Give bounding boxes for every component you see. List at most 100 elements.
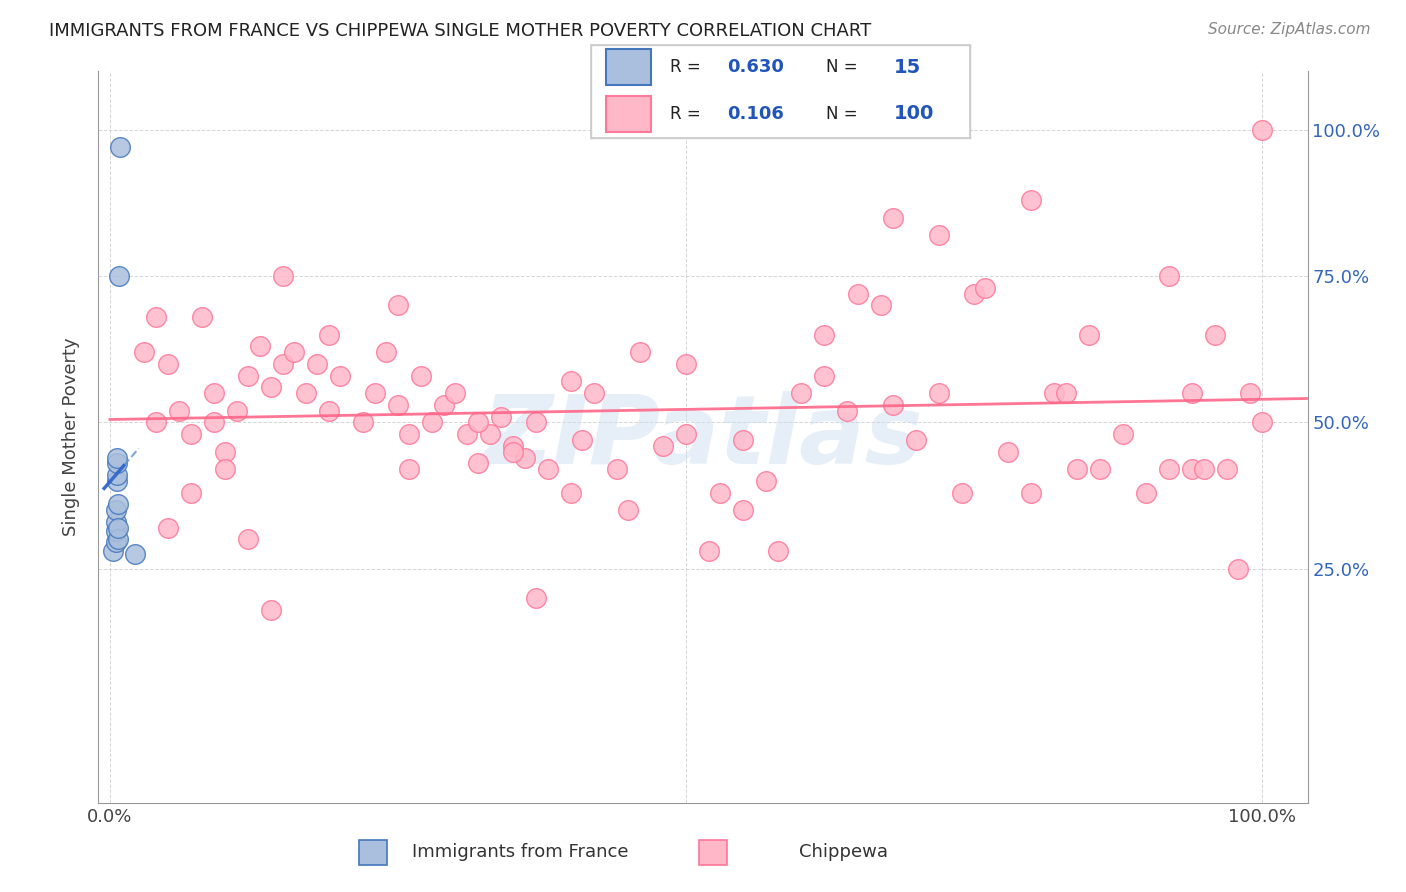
- Point: [214, 444, 236, 458]
- Point: [1250, 416, 1272, 430]
- Point: [478, 427, 501, 442]
- Point: [928, 228, 950, 243]
- Point: [606, 462, 628, 476]
- Point: [709, 485, 731, 500]
- Point: [628, 345, 651, 359]
- Text: ZIPatlas: ZIPatlas: [482, 391, 924, 483]
- Point: [560, 485, 582, 500]
- Point: [318, 403, 340, 417]
- Point: [582, 386, 605, 401]
- Point: [571, 433, 593, 447]
- Point: [1216, 462, 1239, 476]
- Point: [974, 281, 997, 295]
- Point: [124, 547, 146, 561]
- Point: [307, 357, 329, 371]
- Point: [107, 521, 129, 535]
- Point: [107, 497, 129, 511]
- Point: [167, 403, 190, 417]
- Point: [962, 286, 984, 301]
- Point: [375, 345, 398, 359]
- Point: [422, 416, 444, 430]
- Point: [104, 535, 127, 549]
- Text: 100: 100: [894, 104, 935, 123]
- Point: [225, 403, 247, 417]
- Point: [755, 474, 778, 488]
- Point: [467, 416, 489, 430]
- Point: [905, 433, 928, 447]
- Text: R =: R =: [671, 58, 706, 76]
- Point: [260, 380, 283, 394]
- Point: [848, 286, 870, 301]
- Point: [236, 533, 259, 547]
- Point: [502, 439, 524, 453]
- Point: [502, 444, 524, 458]
- Point: [1227, 562, 1250, 576]
- Point: [491, 409, 513, 424]
- Point: [409, 368, 432, 383]
- Point: [536, 462, 558, 476]
- Point: [214, 462, 236, 476]
- Point: [329, 368, 352, 383]
- Point: [1066, 462, 1088, 476]
- Point: [560, 375, 582, 389]
- FancyBboxPatch shape: [606, 96, 651, 132]
- Point: [513, 450, 536, 465]
- Point: [236, 368, 259, 383]
- Point: [104, 503, 127, 517]
- Point: [271, 269, 294, 284]
- Point: [1181, 386, 1204, 401]
- Text: N =: N =: [825, 105, 863, 123]
- Point: [433, 398, 456, 412]
- Point: [105, 474, 128, 488]
- Point: [110, 140, 132, 154]
- Point: [467, 457, 489, 471]
- Point: [813, 327, 835, 342]
- Point: [882, 398, 904, 412]
- Point: [249, 339, 271, 353]
- Point: [352, 416, 374, 430]
- Point: [444, 386, 467, 401]
- Point: [180, 427, 202, 442]
- Text: 15: 15: [894, 58, 921, 77]
- Point: [398, 462, 420, 476]
- Point: [675, 357, 697, 371]
- Point: [1135, 485, 1157, 500]
- Point: [145, 310, 167, 325]
- Point: [790, 386, 813, 401]
- Point: [103, 544, 125, 558]
- Point: [1181, 462, 1204, 476]
- Text: Chippewa: Chippewa: [799, 843, 889, 861]
- Point: [950, 485, 973, 500]
- Point: [202, 416, 225, 430]
- Text: Source: ZipAtlas.com: Source: ZipAtlas.com: [1208, 22, 1371, 37]
- Point: [651, 439, 673, 453]
- Point: [134, 345, 156, 359]
- Point: [318, 327, 340, 342]
- Point: [105, 450, 128, 465]
- Point: [1250, 123, 1272, 137]
- Point: [105, 457, 128, 471]
- Point: [1159, 462, 1181, 476]
- Point: [835, 403, 858, 417]
- Y-axis label: Single Mother Poverty: Single Mother Poverty: [62, 338, 80, 536]
- Point: [1043, 386, 1066, 401]
- Point: [283, 345, 305, 359]
- Point: [156, 521, 179, 535]
- Text: IMMIGRANTS FROM FRANCE VS CHIPPEWA SINGLE MOTHER POVERTY CORRELATION CHART: IMMIGRANTS FROM FRANCE VS CHIPPEWA SINGL…: [49, 22, 872, 40]
- Point: [1054, 386, 1077, 401]
- Point: [1077, 327, 1099, 342]
- Point: [191, 310, 214, 325]
- Point: [387, 298, 409, 312]
- Point: [180, 485, 202, 500]
- Point: [1204, 327, 1226, 342]
- FancyBboxPatch shape: [606, 49, 651, 85]
- Point: [1192, 462, 1215, 476]
- Point: [617, 503, 640, 517]
- Point: [1239, 386, 1261, 401]
- Point: [105, 468, 128, 483]
- Text: 0.630: 0.630: [727, 58, 785, 76]
- Text: 0.106: 0.106: [727, 105, 785, 123]
- Point: [271, 357, 294, 371]
- Point: [294, 386, 316, 401]
- Point: [104, 524, 127, 538]
